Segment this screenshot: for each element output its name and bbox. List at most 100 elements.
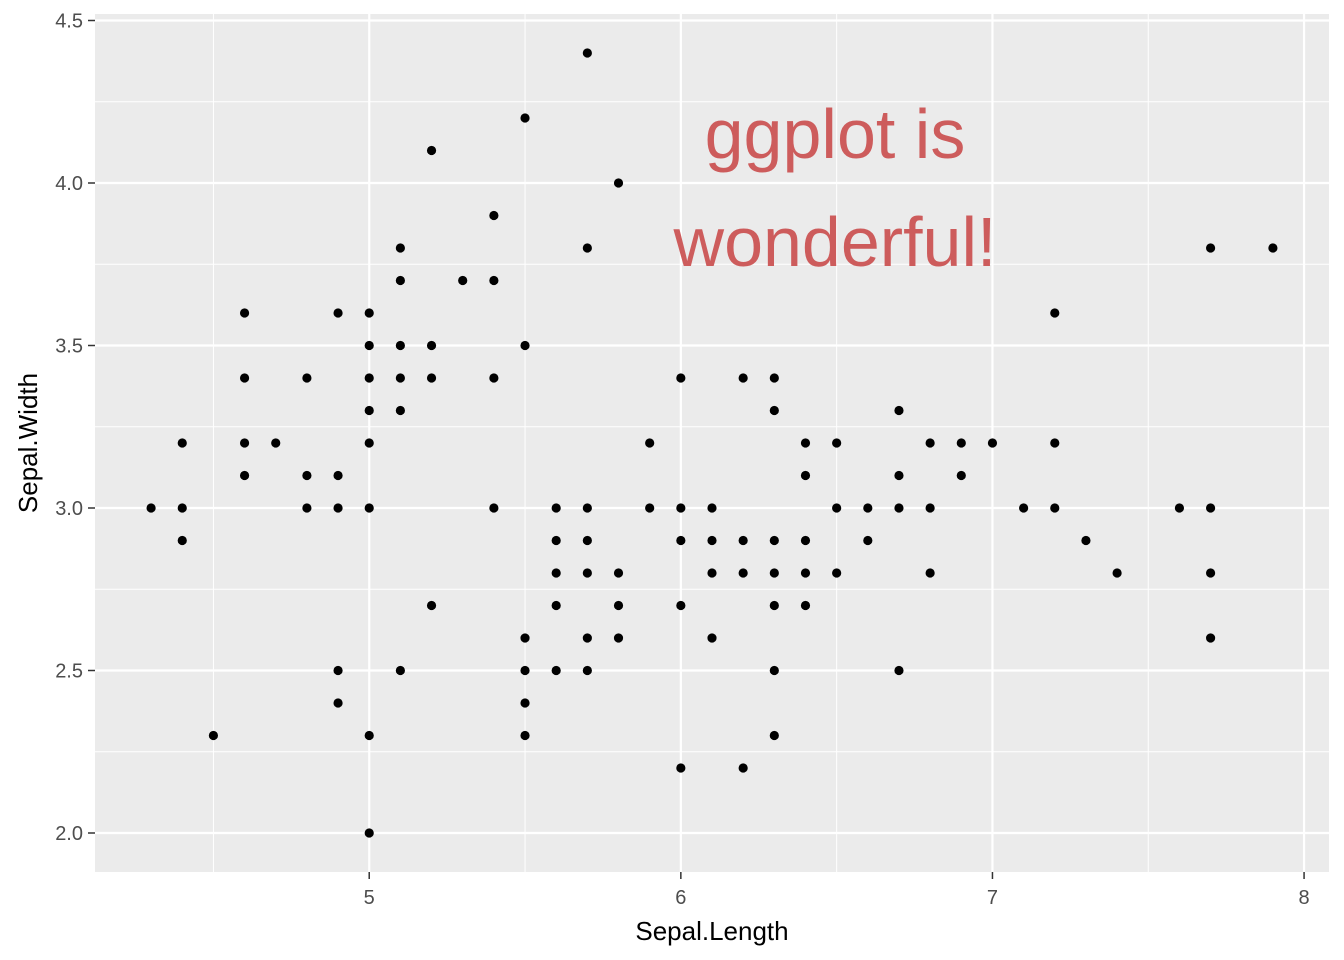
data-point: [800, 600, 811, 611]
data-point: [1205, 503, 1216, 513]
data-point: [333, 470, 343, 481]
data-point: [364, 828, 374, 838]
data-point: [395, 275, 405, 286]
x-tick-label: 5: [364, 887, 375, 909]
data-point: [551, 665, 561, 676]
data-point: [551, 600, 561, 611]
data-point: [676, 600, 686, 611]
data-point: [520, 113, 530, 123]
data-point: [613, 568, 624, 578]
y-tick-label: 4.5: [55, 11, 83, 33]
data-point: [1268, 243, 1278, 253]
data-point: [1205, 243, 1216, 253]
x-tick-label: 6: [675, 887, 686, 909]
data-point: [769, 600, 779, 611]
data-point: [863, 535, 873, 546]
data-point: [863, 503, 873, 513]
y-tick-label: 2.5: [55, 661, 83, 683]
data-point: [613, 178, 624, 188]
data-point: [177, 535, 187, 546]
data-point: [302, 470, 312, 481]
data-point: [239, 308, 250, 318]
data-point: [707, 503, 717, 513]
data-point: [707, 633, 717, 643]
data-point: [364, 340, 374, 351]
data-point: [395, 340, 405, 351]
data-point: [364, 503, 374, 513]
data-point: [582, 568, 592, 578]
data-point: [582, 633, 592, 643]
data-point: [551, 568, 561, 578]
data-point: [1050, 503, 1060, 513]
data-point: [613, 600, 624, 611]
y-tick-label: 3.5: [55, 336, 83, 358]
data-point: [520, 698, 530, 708]
y-axis-title: Sepal.Width: [13, 373, 43, 513]
data-point: [613, 633, 624, 643]
data-point: [800, 470, 811, 481]
x-tick-label: 8: [1299, 887, 1310, 909]
data-point: [1205, 568, 1216, 578]
annotation-line-1: ggplot is: [705, 95, 966, 173]
data-point: [426, 600, 437, 611]
data-point: [1050, 438, 1060, 448]
data-point: [489, 275, 499, 286]
data-point: [582, 535, 592, 546]
data-point: [1174, 503, 1185, 513]
data-point: [676, 373, 686, 383]
y-axis: 2.0 2.5 3.0 3.5 4.0 4.5: [55, 11, 95, 845]
data-point: [676, 503, 686, 513]
data-point: [426, 373, 437, 383]
data-point: [551, 503, 561, 513]
data-point: [738, 373, 748, 383]
data-point: [769, 665, 779, 676]
annotation-line-2: wonderful!: [673, 203, 997, 281]
data-point: [208, 730, 219, 741]
data-point: [582, 503, 592, 513]
data-point: [707, 568, 717, 578]
data-point: [364, 308, 374, 318]
data-point: [551, 535, 561, 546]
data-point: [177, 503, 187, 513]
y-tick-label: 2.0: [55, 823, 83, 845]
data-point: [520, 730, 530, 741]
data-point: [894, 405, 904, 416]
data-point: [239, 373, 250, 383]
data-point: [239, 438, 250, 448]
data-point: [800, 568, 811, 578]
data-point: [832, 568, 842, 578]
data-point: [800, 535, 811, 546]
data-point: [738, 568, 748, 578]
data-point: [364, 730, 374, 741]
data-point: [582, 243, 592, 253]
data-point: [302, 373, 312, 383]
data-point: [489, 373, 499, 383]
data-point: [925, 438, 935, 448]
data-point: [489, 210, 499, 221]
data-point: [956, 438, 966, 448]
data-point: [676, 763, 686, 773]
data-point: [894, 503, 904, 513]
data-point: [645, 438, 655, 448]
data-point: [894, 665, 904, 676]
data-point: [520, 340, 530, 351]
data-point: [458, 275, 468, 286]
data-point: [582, 48, 592, 58]
data-point: [395, 665, 405, 676]
data-point: [832, 438, 842, 448]
data-point: [1081, 535, 1091, 546]
data-point: [1019, 503, 1029, 513]
data-point: [894, 470, 904, 481]
data-point: [395, 243, 405, 253]
data-point: [177, 438, 187, 448]
data-points: [146, 48, 1278, 838]
data-point: [426, 340, 437, 351]
data-point: [769, 568, 779, 578]
data-point: [395, 405, 405, 416]
data-point: [769, 730, 779, 741]
data-point: [925, 568, 935, 578]
data-point: [239, 470, 250, 481]
data-point: [364, 405, 374, 416]
data-point: [302, 503, 312, 513]
